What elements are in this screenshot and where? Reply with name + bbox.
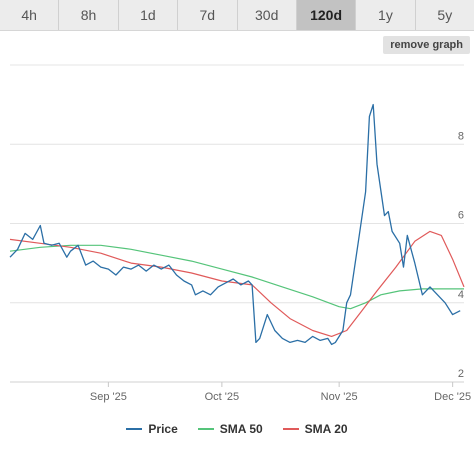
y-tick-label: 4 [458, 289, 464, 301]
legend-item-sma-50[interactable]: SMA 50 [197, 422, 263, 436]
x-tick-label: Nov '25 [321, 391, 358, 403]
legend-label: Price [148, 422, 178, 436]
series-line-sma-20 [9, 230, 465, 337]
x-tick-label: Sep '25 [90, 391, 127, 403]
legend-swatch [197, 428, 214, 430]
tab-30d[interactable]: 30d [237, 0, 297, 30]
legend-label: SMA 50 [219, 422, 263, 436]
legend-label: SMA 20 [304, 422, 348, 436]
tab-7d[interactable]: 7d [178, 0, 238, 30]
tab-1d[interactable]: 1d [118, 0, 179, 30]
y-tick-label: 2 [458, 368, 464, 380]
y-tick-label: 6 [458, 210, 464, 222]
x-tick-label: Dec '25 [434, 391, 471, 403]
tab-5y[interactable]: 5y [415, 0, 474, 30]
price-chart: 2 4 6 8 Sep '25 Oct '25 Nov '25 Dec '25 [9, 64, 471, 403]
tab-4h[interactable]: 4h [0, 0, 60, 30]
remove-graph-button[interactable]: remove graph [383, 36, 470, 54]
legend-item-sma-20[interactable]: SMA 20 [282, 422, 348, 436]
timeframe-tab-bar: 4h 8h 1d 7d 30d 120d 1y 5y [0, 0, 474, 31]
chart-legend: Price SMA 50 SMA 20 [0, 418, 474, 440]
tab-120d[interactable]: 120d [296, 0, 357, 30]
legend-item-price[interactable]: Price [126, 422, 178, 436]
legend-swatch [282, 428, 299, 430]
legend-swatch [126, 428, 143, 430]
tab-8h[interactable]: 8h [59, 0, 119, 30]
y-tick-label: 8 [458, 130, 464, 142]
tab-1y[interactable]: 1y [356, 0, 416, 30]
series-line-sma-50 [9, 244, 464, 310]
series-line-price [9, 103, 461, 346]
x-tick-label: Oct '25 [205, 391, 240, 403]
